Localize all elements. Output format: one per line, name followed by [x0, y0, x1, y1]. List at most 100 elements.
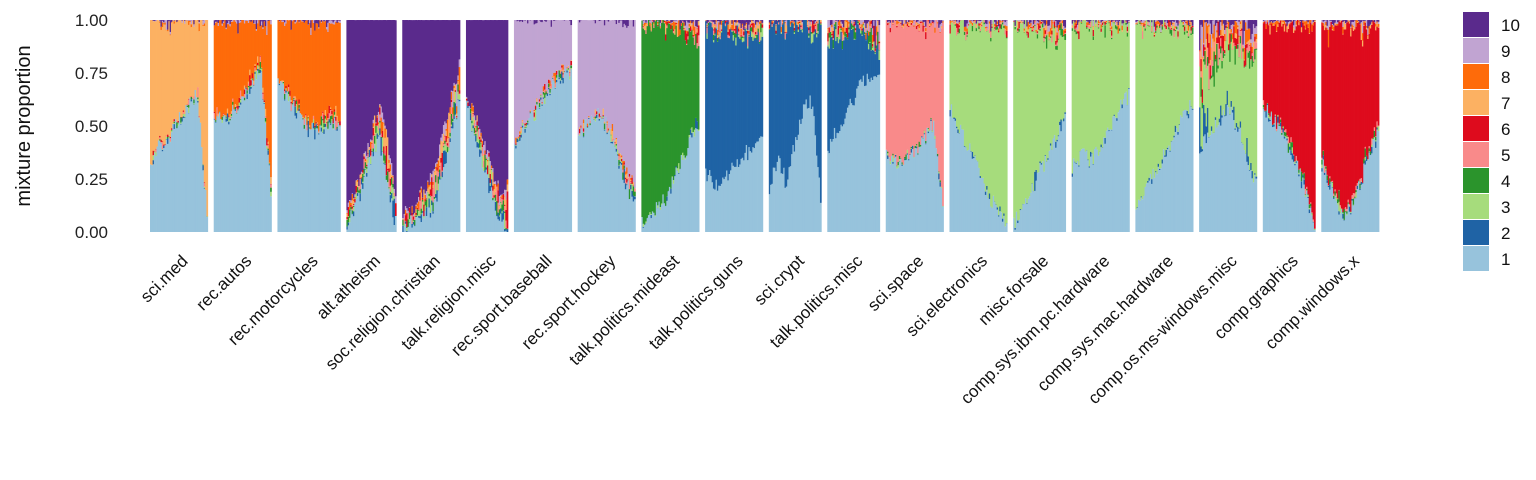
bar-segment	[362, 173, 364, 182]
bar-segment	[737, 166, 740, 232]
bar-segment	[939, 182, 942, 187]
bar-segment	[1031, 29, 1034, 32]
bar-segment	[325, 127, 328, 232]
bar-segment	[1128, 88, 1130, 232]
bar-segment	[477, 126, 480, 128]
bar-segment	[1111, 30, 1113, 36]
bar-segment	[206, 217, 209, 232]
bar-segment	[867, 35, 870, 36]
bar-segment	[488, 151, 490, 153]
bar-segment	[942, 205, 944, 207]
bar-segment	[603, 123, 606, 130]
bar-segment	[533, 116, 536, 119]
bar-segment	[388, 189, 391, 232]
bar-segment	[1136, 20, 1139, 22]
bar-segment	[167, 31, 169, 135]
bar-segment	[631, 20, 634, 176]
bar-segment	[414, 225, 416, 227]
bar-segment	[387, 170, 389, 172]
bar-segment	[467, 102, 469, 103]
bar-segment	[477, 129, 480, 139]
bar-segment	[671, 176, 674, 178]
bar-segment	[555, 82, 558, 232]
bar-segment	[745, 22, 748, 25]
bar-segment	[294, 100, 297, 107]
bar-segment	[781, 21, 784, 24]
bar-segment	[381, 130, 384, 138]
bar-segment	[1030, 26, 1032, 28]
bar-segment	[553, 20, 555, 73]
bar-segment	[260, 71, 263, 232]
bar-segment	[164, 22, 167, 25]
bar-segment	[515, 148, 517, 232]
bar-segment	[328, 22, 331, 106]
bar-segment	[843, 37, 845, 40]
bar-segment	[191, 20, 194, 98]
bar-segment	[668, 23, 671, 24]
bar-segment	[622, 27, 624, 162]
bar-segment	[182, 110, 185, 112]
bar-segment	[650, 23, 653, 25]
bar-segment	[835, 20, 837, 22]
bar-segment	[995, 29, 998, 205]
bar-segment	[813, 23, 816, 25]
bar-segment	[1023, 24, 1026, 29]
bar-segment	[1000, 21, 1003, 24]
bar-segment	[504, 231, 506, 232]
bar-segment	[442, 147, 445, 151]
bar-segment	[1108, 21, 1111, 23]
bar-segment	[1128, 88, 1130, 89]
bar-segment	[810, 21, 813, 25]
bar-segment	[385, 20, 388, 130]
bar-segment	[756, 141, 758, 232]
bar-segment	[500, 213, 502, 232]
bar-segment	[1026, 31, 1029, 34]
bar-segment	[796, 21, 799, 25]
bar-segment	[841, 126, 844, 232]
bar-segment	[355, 180, 358, 186]
bar-segment	[586, 123, 589, 126]
bar-segment	[559, 69, 562, 72]
bar-segment	[905, 154, 908, 160]
bar-segment	[814, 29, 817, 136]
bar-segment	[506, 179, 509, 185]
bar-segment	[596, 117, 598, 232]
bar-segment	[432, 211, 435, 214]
bar-segment	[193, 24, 195, 27]
bar-segment	[684, 30, 687, 41]
bar-segment	[1120, 99, 1122, 232]
bar-segment	[1152, 20, 1155, 169]
bar-segment	[363, 175, 366, 177]
bar-segment	[756, 20, 758, 22]
bar-segment	[494, 200, 497, 202]
bar-segment	[934, 20, 936, 28]
bar-segment	[650, 214, 653, 219]
bar-segment	[376, 126, 379, 134]
bar-segment	[1141, 199, 1144, 232]
bar-segment	[538, 102, 541, 108]
bar-segment	[490, 169, 493, 180]
bar-segment	[757, 141, 760, 232]
bar-segment	[797, 29, 800, 32]
bar-segment	[900, 22, 902, 24]
bar-segment	[743, 35, 745, 38]
bar-segment	[894, 156, 897, 232]
bar-segment	[996, 25, 999, 27]
bar-segment	[897, 161, 900, 166]
bar-segment	[1104, 20, 1107, 22]
bar-segment	[898, 161, 901, 162]
bar-segment	[429, 173, 432, 182]
bar-segment	[298, 103, 301, 105]
bar-segment	[582, 128, 585, 132]
bar-segment	[736, 23, 739, 26]
bar-segment	[500, 197, 502, 202]
bar-segment	[904, 20, 906, 23]
bar-segment	[732, 20, 735, 30]
bar-segment	[258, 66, 261, 68]
bar-segment	[896, 165, 898, 167]
bar-segment	[603, 20, 606, 26]
bar-segment	[589, 20, 592, 121]
bar-segment	[711, 20, 714, 22]
bar-segment	[918, 147, 921, 232]
bar-segment	[549, 88, 552, 93]
